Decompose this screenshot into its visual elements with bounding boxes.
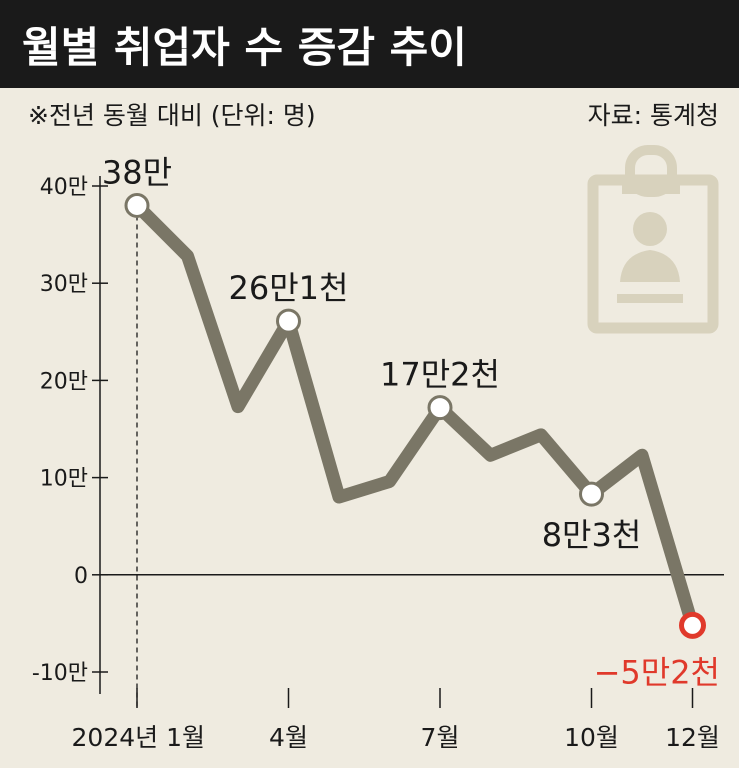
data-point-marker (124, 192, 150, 218)
x-tick-label: 7월 (421, 723, 460, 752)
y-tick-label: 0 (74, 564, 88, 589)
data-point-marker (679, 611, 706, 639)
data-point-marker (276, 308, 301, 334)
x-tick-label: 2024년 1월 (72, 723, 205, 752)
data-label: −5만2천 (594, 653, 720, 691)
x-tick-label: 4월 (269, 723, 308, 752)
title-bar: 월별 취업자 수 증감 추이 (0, 0, 739, 88)
data-label: 38만 (102, 153, 172, 191)
chart-subtitle: ※전년 동월 대비 (단위: 명) (28, 101, 316, 130)
series-line-group (124, 192, 706, 639)
x-tick-label: 10월 (564, 723, 619, 752)
data-label-group: 38만 26만1천 17만2천 8만3천 −5만2천 (102, 153, 720, 691)
y-tick-label: -10만 (32, 661, 88, 686)
data-label: 8만3천 (542, 516, 642, 554)
data-point-marker (427, 395, 453, 421)
series-line (130, 198, 699, 632)
id-badge-icon (587, 145, 719, 334)
y-tick-label: 20만 (40, 369, 88, 394)
y-tick-label: 10만 (40, 467, 88, 492)
y-tick-label: 40만 (40, 175, 88, 200)
y-tick-label: 30만 (40, 272, 88, 297)
data-label: 26만1천 (229, 269, 349, 307)
x-tick-label: 12월 (665, 723, 720, 752)
source-label: 자료: 통계청 (587, 101, 719, 130)
data-point-marker (579, 481, 604, 507)
data-label: 17만2천 (380, 356, 500, 394)
chart-title: 월별 취업자 수 증감 추이 (22, 23, 467, 72)
axes: 40만 30만 20만 10만 0 -10만 2024년 1월 4월 7월 10월 12월 (32, 175, 724, 752)
